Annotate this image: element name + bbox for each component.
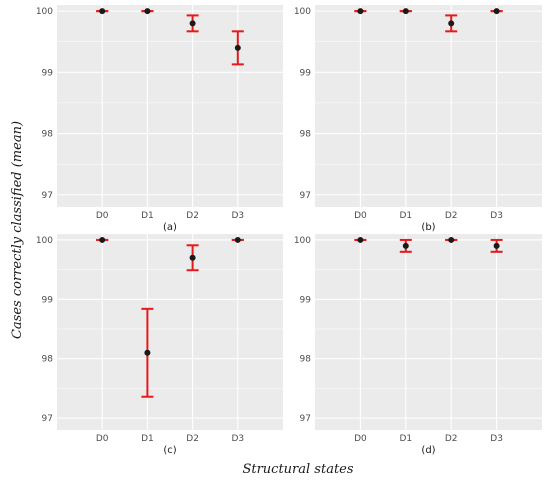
data-point	[99, 236, 106, 243]
x-tick-label: D0	[354, 211, 367, 221]
y-tick-label: 97	[300, 414, 311, 424]
x-tick-label: D1	[399, 434, 412, 444]
data-point	[357, 8, 364, 15]
y-tick-label: 100	[36, 236, 53, 246]
data-point	[144, 8, 151, 15]
panel-1: 97 98 99 100 D0 D1 D2 D3 (a)	[36, 5, 283, 233]
panel-label: (d)	[421, 445, 435, 456]
x-tick-label: D0	[96, 211, 109, 221]
x-tick-label: D1	[141, 211, 154, 221]
data-point	[234, 44, 241, 51]
panel-background	[57, 234, 283, 430]
y-tick-label: 99	[42, 68, 54, 78]
x-tick-label: D1	[141, 434, 154, 444]
y-tick-label: 98	[42, 355, 54, 365]
y-tick-label: 98	[42, 130, 54, 140]
x-tick-label: D3	[490, 211, 503, 221]
data-point	[189, 254, 196, 261]
y-axis-title: Cases correctly classified (mean)	[10, 121, 25, 339]
x-tick-label: D2	[186, 211, 199, 221]
x-tick-label: D2	[445, 211, 458, 221]
x-tick-label: D3	[231, 211, 244, 221]
panel-label: (b)	[421, 222, 435, 233]
x-tick-label: D0	[354, 434, 367, 444]
panel-3: 97 98 99 100 D0 D1 D2 D3 (c)	[36, 234, 283, 456]
data-point	[144, 349, 151, 356]
x-tick-label: D2	[445, 434, 458, 444]
y-tick-label: 98	[300, 355, 312, 365]
y-tick-label: 97	[42, 414, 53, 424]
x-tick-label: D1	[399, 211, 412, 221]
y-tick-label: 99	[300, 68, 312, 78]
y-tick-label: 100	[294, 7, 311, 17]
x-axis-title: Structural states	[242, 462, 353, 477]
panel-label: (c)	[163, 445, 176, 456]
y-tick-label: 98	[300, 130, 312, 140]
panel-background	[315, 234, 542, 430]
data-point	[448, 236, 455, 243]
panels-group: 97 98 99 100 D0 D1 D2 D3 (a) 97 98 99 100 D0 D1 D2 D3 (b)…	[36, 5, 542, 456]
data-point	[402, 242, 409, 249]
y-tick-label: 97	[300, 191, 311, 201]
data-point	[357, 236, 364, 243]
y-tick-label: 100	[294, 236, 311, 246]
data-point	[234, 236, 241, 243]
data-point	[402, 8, 409, 15]
panel-background	[57, 5, 283, 207]
x-tick-label: D3	[490, 434, 503, 444]
x-tick-label: D2	[186, 434, 199, 444]
data-point	[448, 20, 455, 27]
data-point	[493, 8, 500, 15]
y-tick-label: 99	[42, 295, 54, 305]
y-tick-label: 100	[36, 7, 53, 17]
panel-4: 97 98 99 100 D0 D1 D2 D3 (d)	[294, 234, 542, 456]
x-tick-label: D0	[96, 434, 109, 444]
data-point	[493, 242, 500, 249]
panel-2: 97 98 99 100 D0 D1 D2 D3 (b)	[294, 5, 542, 233]
x-tick-label: D3	[231, 434, 244, 444]
panel-background	[315, 5, 542, 207]
data-point	[99, 8, 106, 15]
data-point	[189, 20, 196, 27]
y-tick-label: 97	[42, 191, 53, 201]
panel-label: (a)	[163, 222, 177, 233]
y-tick-label: 99	[300, 295, 312, 305]
